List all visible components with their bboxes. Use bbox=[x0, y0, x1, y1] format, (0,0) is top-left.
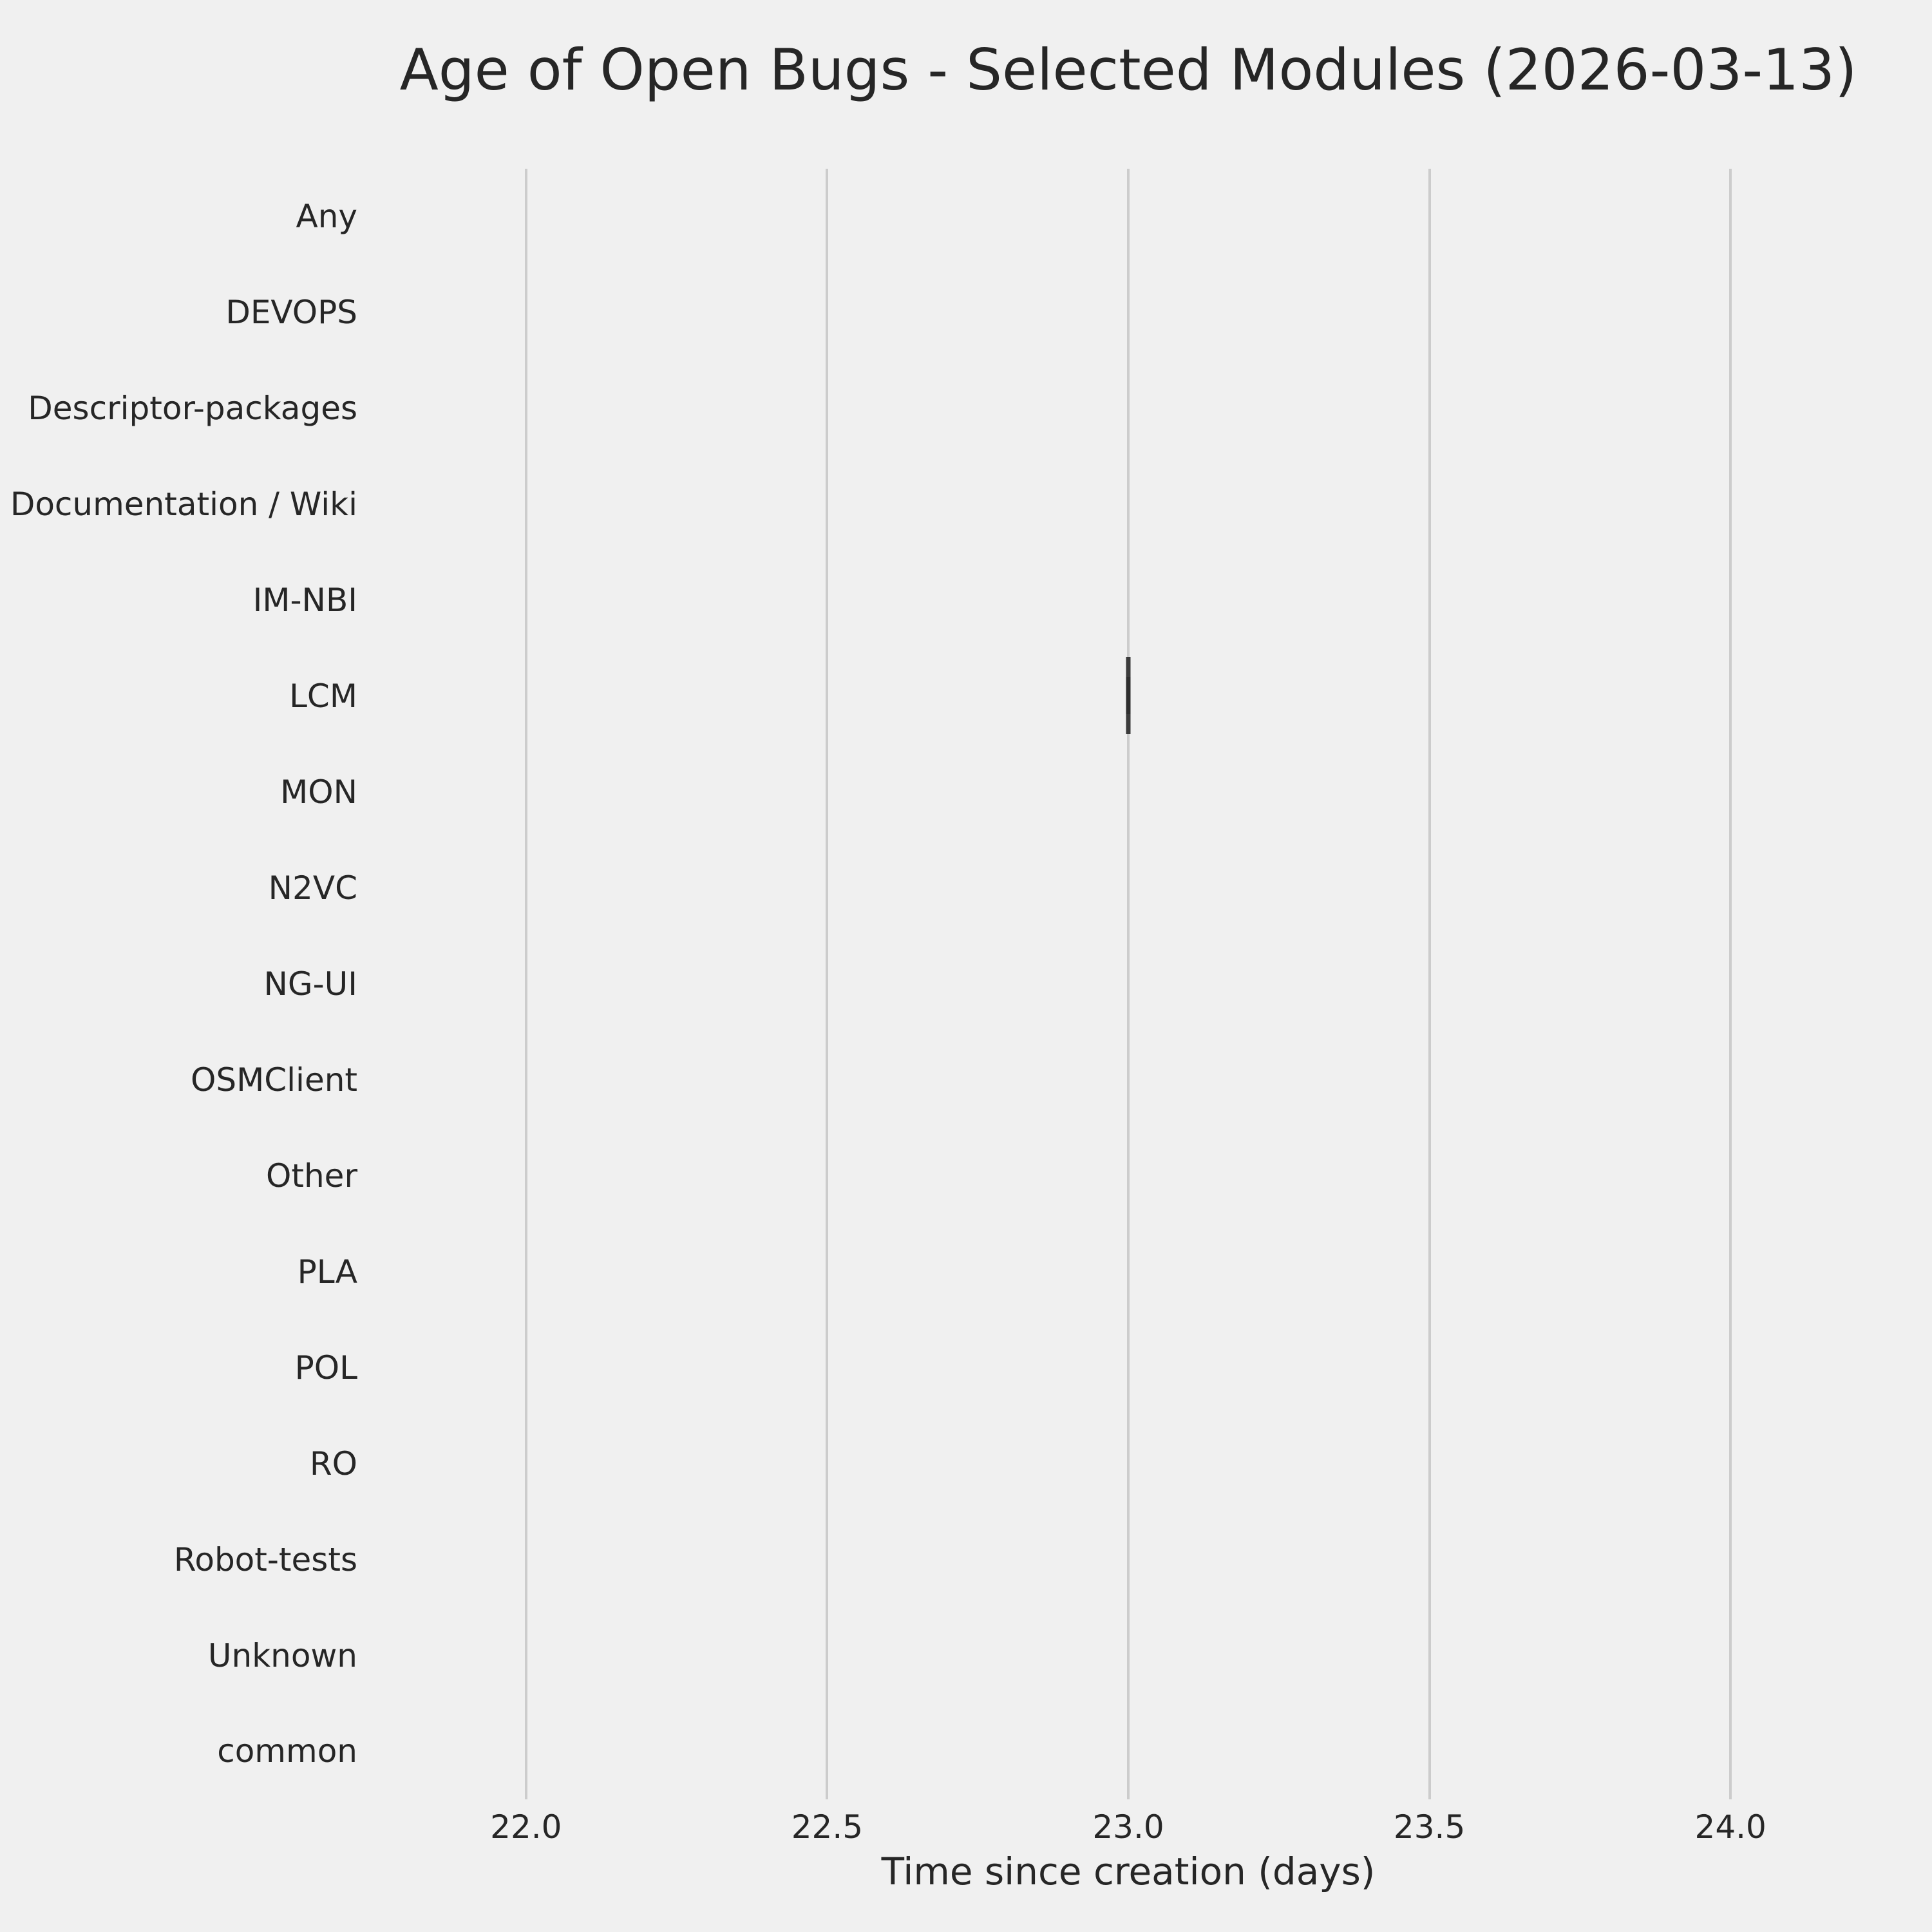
x-tick-label: 23.5 bbox=[1393, 1808, 1466, 1846]
x-tick-label: 24.0 bbox=[1694, 1808, 1766, 1846]
y-tick-label: IM-NBI bbox=[252, 582, 357, 620]
y-tick-label: Documentation / Wiki bbox=[10, 486, 357, 524]
y-tick-label: DEVOPS bbox=[225, 294, 357, 332]
y-tick-label: N2VC bbox=[268, 869, 357, 907]
y-tick-label: Unknown bbox=[207, 1636, 357, 1674]
x-tick-label: 22.0 bbox=[490, 1808, 562, 1846]
plot-area bbox=[375, 169, 1881, 1799]
y-tick-label: Other bbox=[266, 1157, 357, 1195]
gridline-24.0 bbox=[1729, 169, 1732, 1799]
gridline-22.0 bbox=[524, 169, 527, 1799]
y-tick-label: NG-UI bbox=[263, 965, 357, 1003]
y-tick-label: POL bbox=[294, 1349, 357, 1387]
y-tick-label: LCM bbox=[289, 677, 357, 715]
y-tick-label: PLA bbox=[297, 1253, 357, 1291]
x-tick-label: 23.0 bbox=[1092, 1808, 1164, 1846]
y-tick-label: Robot-tests bbox=[173, 1540, 357, 1578]
x-axis-title: Time since creation (days) bbox=[881, 1850, 1376, 1893]
violin-inner-box-lcm bbox=[1126, 677, 1131, 715]
chart-title: Age of Open Bugs - Selected Modules (202… bbox=[399, 37, 1857, 103]
y-tick-label: RO bbox=[309, 1444, 357, 1482]
x-axis: 22.0 22.5 23.0 23.5 24.0 bbox=[375, 1811, 1881, 1856]
gridline-23.0 bbox=[1127, 169, 1130, 1799]
x-tick-label: 22.5 bbox=[791, 1808, 864, 1846]
gridline-22.5 bbox=[826, 169, 829, 1799]
gridline-23.5 bbox=[1428, 169, 1431, 1799]
y-tick-label: OSMClient bbox=[191, 1061, 357, 1099]
y-tick-label: Any bbox=[296, 198, 357, 236]
y-tick-label: Descriptor-packages bbox=[28, 390, 357, 428]
y-tick-label: common bbox=[217, 1732, 357, 1770]
y-tick-label: MON bbox=[280, 773, 357, 811]
y-axis: Any DEVOPS Descriptor-packages Documenta… bbox=[0, 169, 357, 1799]
violin-mark-lcm bbox=[1126, 657, 1131, 735]
